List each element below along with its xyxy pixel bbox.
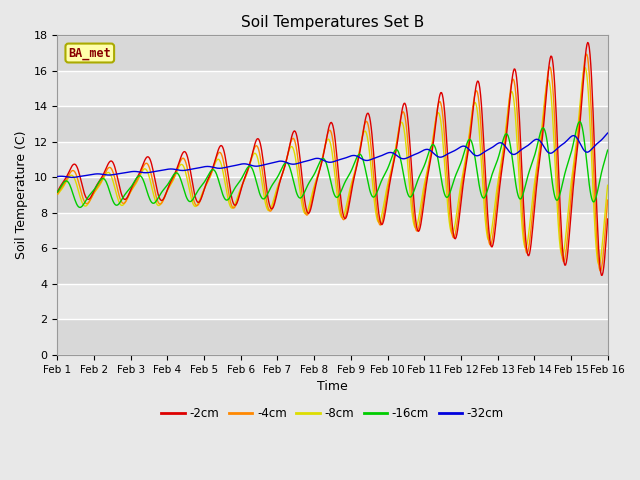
- Bar: [58, 107, 607, 142]
- Bar: [58, 36, 607, 71]
- Bar: [58, 71, 607, 107]
- Bar: [58, 320, 607, 355]
- Bar: [58, 249, 607, 284]
- Bar: [58, 178, 607, 213]
- Y-axis label: Soil Temperature (C): Soil Temperature (C): [15, 131, 28, 259]
- Text: BA_met: BA_met: [68, 47, 111, 60]
- X-axis label: Time: Time: [317, 380, 348, 393]
- Bar: [58, 213, 607, 249]
- Legend: -2cm, -4cm, -8cm, -16cm, -32cm: -2cm, -4cm, -8cm, -16cm, -32cm: [156, 402, 509, 425]
- Bar: [58, 284, 607, 320]
- Bar: [58, 142, 607, 178]
- Title: Soil Temperatures Set B: Soil Temperatures Set B: [241, 15, 424, 30]
